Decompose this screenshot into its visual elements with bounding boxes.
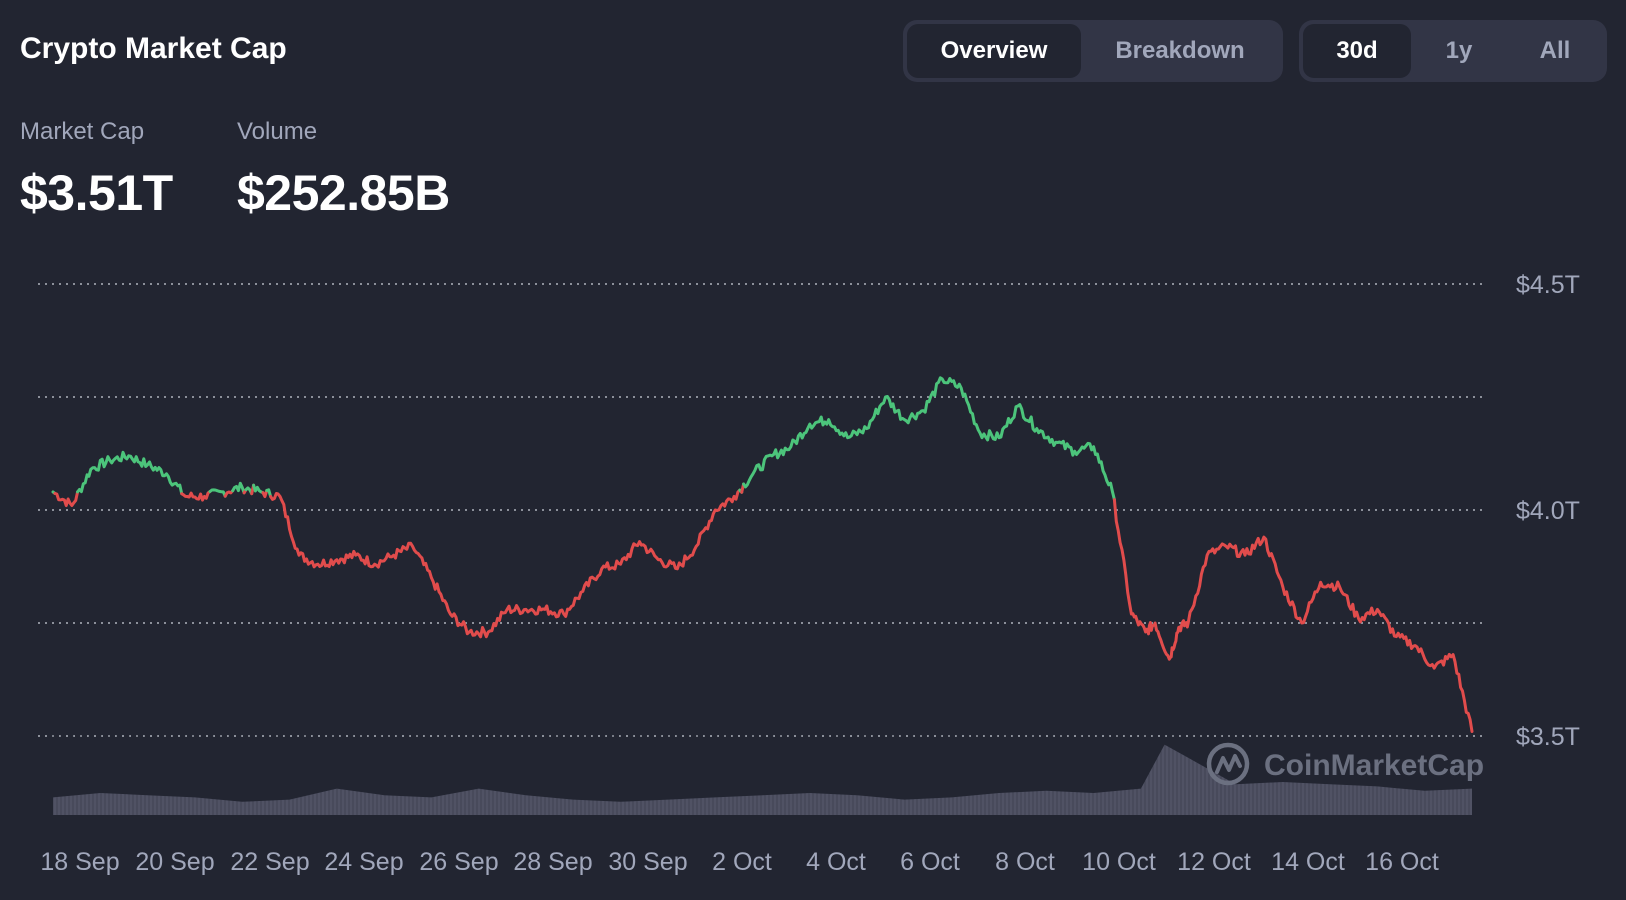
x-tick-label: 14 Oct: [1271, 848, 1345, 876]
price-line-up-segment: [208, 488, 227, 498]
watermark: CoinMarketCap: [1206, 742, 1484, 786]
page-title: Crypto Market Cap: [20, 32, 287, 65]
price-line-down-segment: [261, 488, 269, 499]
range-1y-button[interactable]: 1y: [1445, 37, 1473, 64]
range-all-button[interactable]: All: [1539, 37, 1571, 64]
y-tick-label: $4.0T: [1516, 497, 1580, 525]
range-toggle: 30d 1y All: [1299, 20, 1607, 82]
x-tick-label: 30 Sep: [608, 848, 687, 876]
watermark-text: CoinMarketCap: [1264, 749, 1484, 782]
volume-area: [53, 744, 1472, 815]
volume-bars: [52, 725, 1472, 815]
price-line-up-segment: [252, 483, 265, 495]
volume-value: $252.85B: [237, 165, 450, 221]
x-tick-label: 6 Oct: [900, 848, 960, 876]
x-axis: 18 Sep 20 Sep 22 Sep 24 Sep 26 Sep 28 Sep 30 S…: [40, 848, 1438, 876]
price-line: [51, 376, 1474, 733]
x-tick-label: 26 Sep: [419, 848, 498, 876]
price-line-down-segment: [53, 490, 80, 508]
range-30d-button[interactable]: 30d: [1303, 24, 1411, 78]
price-line-up-segment: [231, 481, 246, 495]
x-tick-label: 4 Oct: [806, 848, 866, 876]
price-line-up-segment: [265, 488, 273, 498]
price-line-down-segment: [269, 488, 742, 639]
y-tick-label: $3.5T: [1516, 723, 1580, 751]
x-tick-label: 20 Sep: [135, 848, 214, 876]
volume-stat: Volume $252.85B: [237, 118, 450, 222]
price-line-up-segment: [76, 450, 184, 496]
tab-overview[interactable]: Overview: [907, 24, 1081, 78]
x-tick-label: 22 Sep: [230, 848, 309, 876]
coinmarketcap-logo-mark: [1215, 754, 1242, 774]
price-line-down-segment: [223, 489, 235, 498]
x-tick-label: 24 Sep: [324, 848, 403, 876]
x-tick-label: 12 Oct: [1177, 848, 1251, 876]
volume-label: Volume: [237, 118, 318, 145]
market-cap-stat: Market Cap $3.51T: [20, 118, 173, 222]
y-tick-label: $4.5T: [1516, 271, 1580, 299]
x-tick-label: 16 Oct: [1365, 848, 1439, 876]
tab-breakdown[interactable]: Breakdown: [1115, 37, 1245, 64]
y-axis: $3.5T $4.0T $4.5T: [1516, 271, 1580, 751]
grid-layer: [38, 283, 1482, 737]
x-tick-label: 28 Sep: [513, 848, 592, 876]
x-tick-label: 2 Oct: [712, 848, 772, 876]
view-toggle: Overview Breakdown: [903, 20, 1283, 82]
coinmarketcap-logo-icon: [1206, 742, 1250, 786]
x-tick-label: 10 Oct: [1082, 848, 1156, 876]
market-cap-label: Market Cap: [20, 118, 145, 145]
price-line-down-segment: [180, 490, 212, 502]
price-line-down-segment: [1112, 498, 1474, 733]
market-cap-value: $3.51T: [20, 165, 173, 221]
price-line-up-segment: [742, 376, 1116, 502]
x-tick-label: 8 Oct: [995, 848, 1055, 876]
x-tick-label: 18 Sep: [40, 848, 119, 876]
